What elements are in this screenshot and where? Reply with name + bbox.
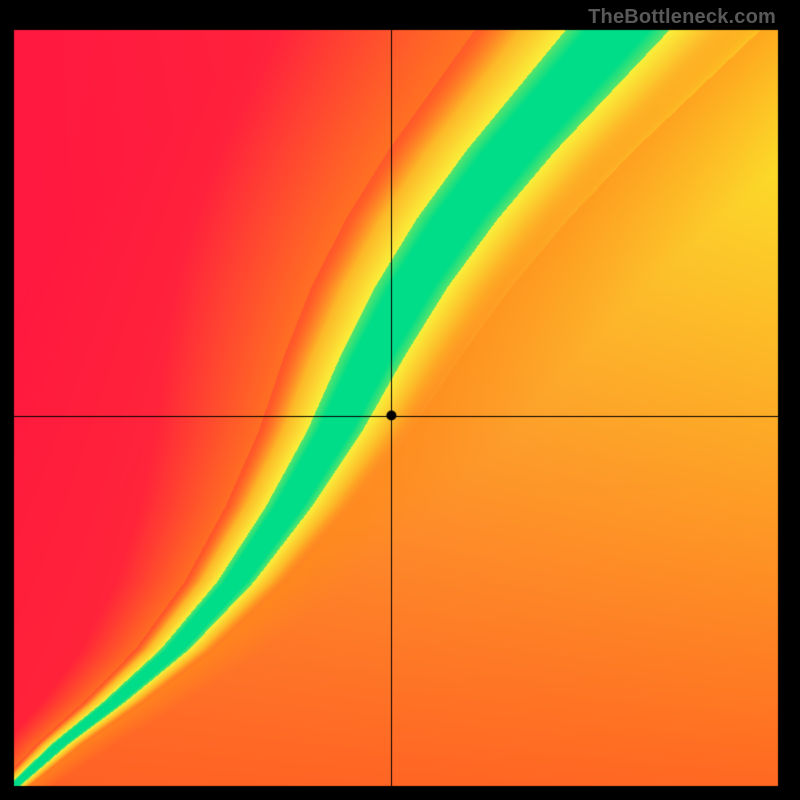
heatmap-canvas	[0, 0, 800, 800]
chart-container: TheBottleneck.com	[0, 0, 800, 800]
